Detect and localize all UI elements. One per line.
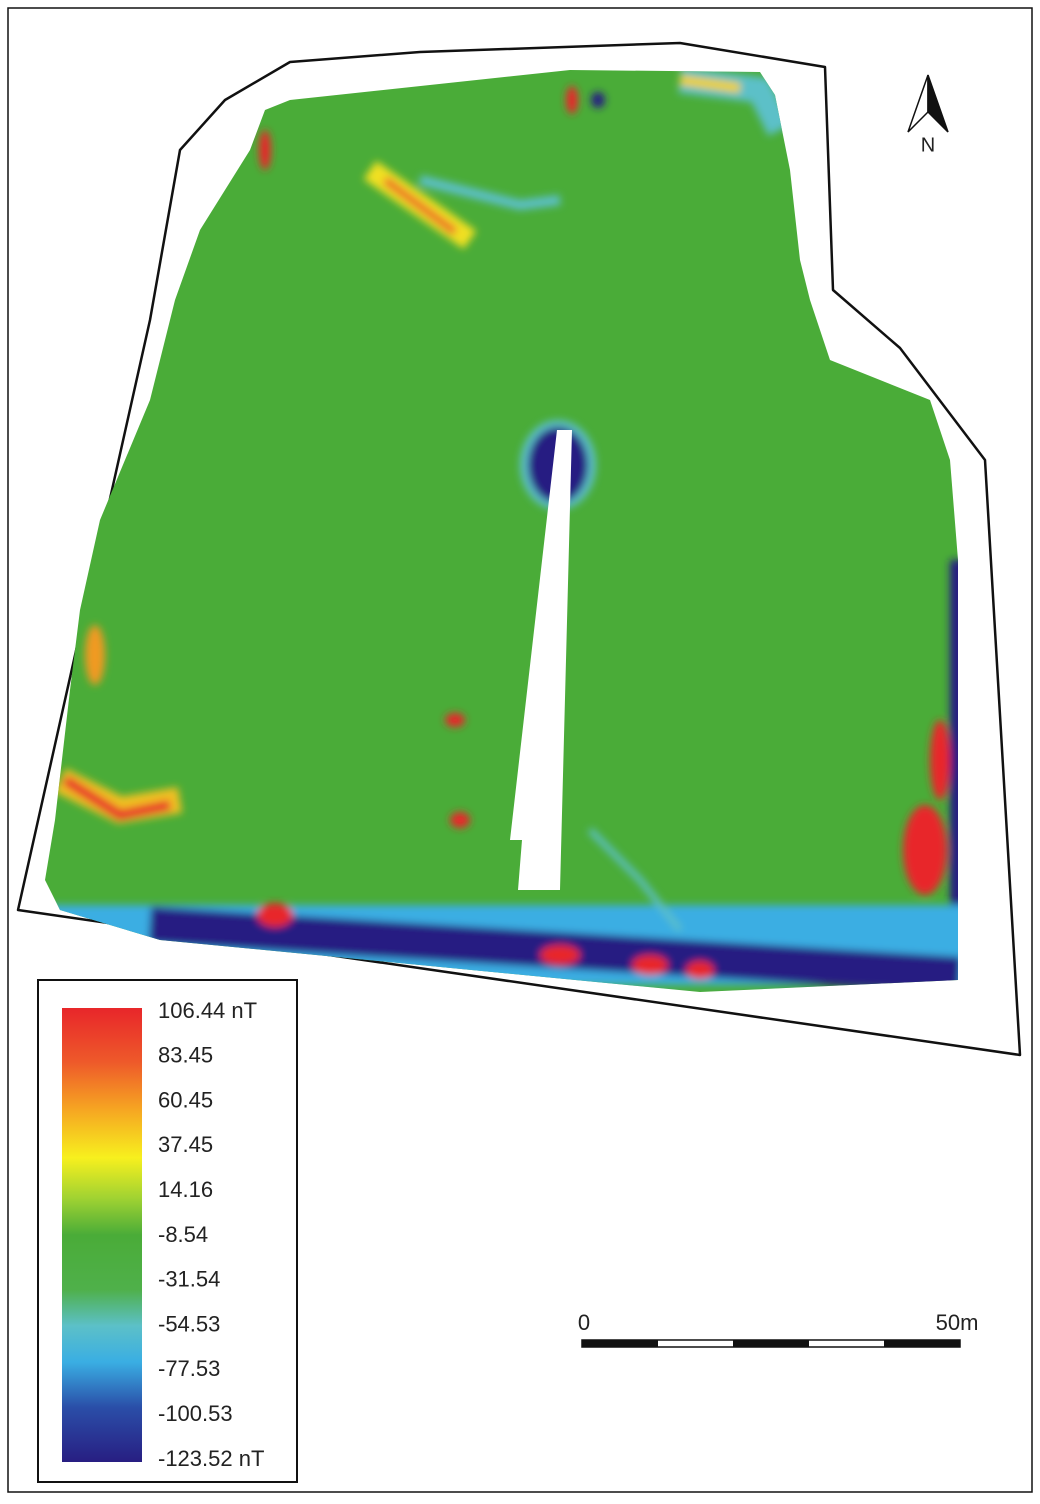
arrow-half <box>928 75 948 132</box>
map: N 0 50m 106.44 nT 83.45 60.45 37.45 14.16 -8.… <box>0 0 1040 1499</box>
legend-label: -123.52 nT <box>158 1446 264 1471</box>
legend-label: 83.45 <box>158 1043 213 1068</box>
anomaly <box>591 92 605 108</box>
legend: 106.44 nT 83.45 60.45 37.45 14.16 -8.54 -31.54… <box>38 980 297 1482</box>
anomaly <box>445 713 465 727</box>
legend-label: -100.53 <box>158 1401 233 1426</box>
legend-label: -77.53 <box>158 1356 220 1381</box>
anomaly <box>632 955 668 975</box>
anomaly <box>930 720 950 800</box>
north-label: N <box>921 134 935 156</box>
scale-label: 0 <box>578 1310 590 1335</box>
anomaly <box>566 86 578 114</box>
scale-segment <box>733 1340 809 1347</box>
legend-label: -31.54 <box>158 1267 220 1292</box>
legend-label: -54.53 <box>158 1311 220 1336</box>
legend-label: 106.44 nT <box>158 998 257 1023</box>
anomaly <box>450 812 470 828</box>
scale-label: 50m <box>936 1310 979 1335</box>
anomaly <box>686 961 714 979</box>
magnetometry-survey <box>0 0 1040 1040</box>
anomaly <box>540 945 580 965</box>
arrow-half <box>908 75 928 132</box>
scale-segment <box>884 1340 960 1347</box>
anomaly <box>259 130 271 170</box>
scale-segment <box>582 1340 658 1347</box>
anomaly <box>257 903 293 927</box>
anomaly <box>85 625 105 685</box>
legend-label: 14.16 <box>158 1177 213 1202</box>
legend-label: 60.45 <box>158 1087 213 1112</box>
scale-bar: 0 50m <box>578 1310 979 1347</box>
legend-label: 37.45 <box>158 1132 213 1157</box>
north-arrow: N <box>908 75 948 156</box>
legend-label: -8.54 <box>158 1222 208 1247</box>
color-ramp <box>62 1008 142 1462</box>
page: N 0 50m 106.44 nT 83.45 60.45 37.45 14.16 -8.… <box>0 0 1040 1499</box>
anomaly <box>903 805 947 895</box>
